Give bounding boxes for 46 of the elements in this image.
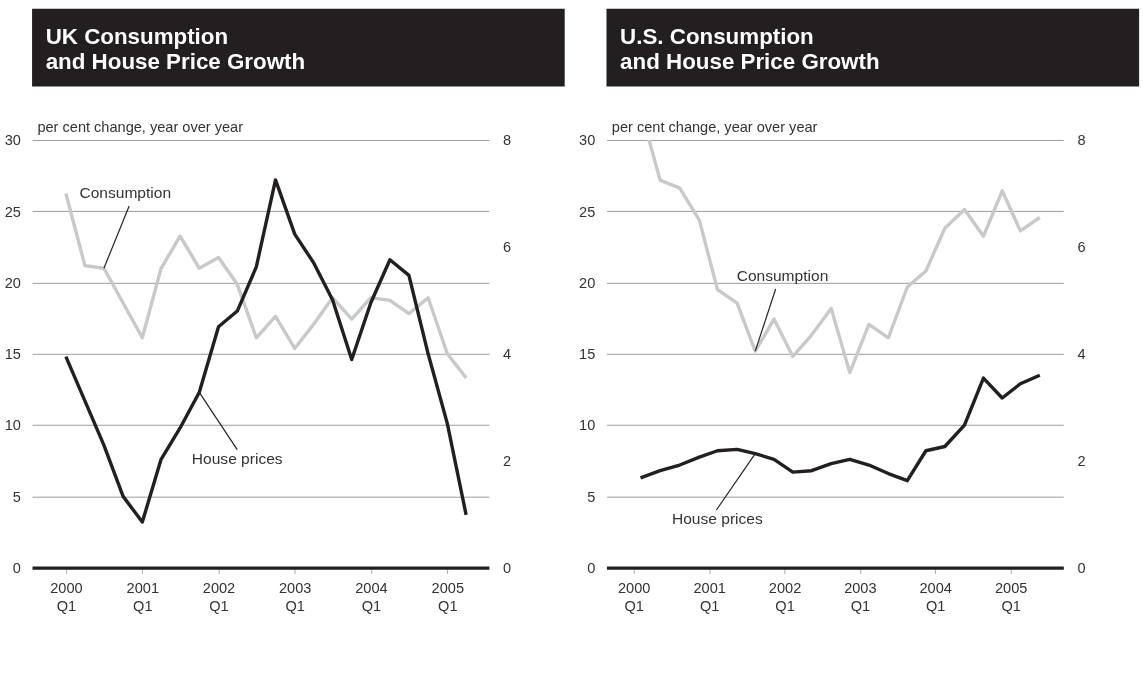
y2-tick-label: 0 — [502, 559, 512, 576]
x-tick-label: 2000 Q1 — [618, 580, 651, 614]
y-tick-label: 15 — [579, 346, 596, 363]
y2-tick-label: 6 — [1077, 239, 1086, 256]
x-tick-label: 2001 Q1 — [126, 580, 159, 614]
y-tick-label: 15 — [4, 346, 21, 363]
line-series — [64, 178, 468, 524]
y2-tick-label: 6 — [502, 239, 512, 256]
series-label: Consumption — [736, 267, 829, 285]
y-tick-label: 20 — [4, 274, 21, 291]
x-tick-label: 2000 Q1 — [50, 580, 83, 614]
y2-tick-label: 2 — [1077, 453, 1086, 470]
chart-title: UK Consumption and House Price Growth — [45, 23, 306, 75]
y-tick-label: 0 — [12, 559, 21, 576]
x-tick-label: 2002 Q1 — [768, 580, 802, 614]
y-tick-label: 0 — [587, 559, 596, 576]
y2-tick-label: 8 — [1077, 132, 1086, 149]
y-tick-label: 10 — [579, 417, 596, 434]
y-tick-label: 25 — [579, 203, 596, 220]
y-tick-label: 10 — [4, 417, 21, 434]
y2-tick-label: 8 — [502, 132, 512, 149]
y-axis-title: per cent change, year over year — [37, 118, 244, 135]
y-tick-label: 30 — [579, 132, 596, 149]
x-tick-label: 2004 Q1 — [355, 580, 388, 614]
x-tick-label: 2005 Q1 — [994, 580, 1028, 614]
y2-tick-label: 4 — [502, 346, 512, 363]
y-tick-label: 30 — [4, 132, 21, 149]
y2-tick-label: 4 — [1077, 346, 1086, 363]
x-tick-label: 2003 Q1 — [844, 580, 877, 614]
x-tick-label: 2002 Q1 — [202, 580, 236, 614]
series-label: House prices — [191, 450, 283, 468]
y-tick-label: 5 — [587, 488, 596, 505]
y2-tick-label: 2 — [502, 453, 512, 470]
x-tick-label: 2005 Q1 — [431, 580, 465, 614]
series-label: Consumption — [79, 184, 172, 202]
x-tick-label: 2001 Q1 — [693, 580, 726, 614]
line-series — [647, 138, 1042, 375]
chart-title: U.S. Consumption and House Price Growth — [620, 23, 880, 75]
y-tick-label: 20 — [579, 274, 596, 291]
x-tick-label: 2003 Q1 — [279, 580, 312, 614]
y-tick-label: 25 — [4, 203, 21, 220]
text: House prices — [671, 509, 763, 527]
y-tick-label: 5 — [12, 488, 21, 505]
x-tick-label: 2004 Q1 — [919, 580, 952, 614]
y2-tick-label: 0 — [1077, 559, 1086, 576]
y-axis-title: per cent change, year over year — [611, 118, 818, 135]
